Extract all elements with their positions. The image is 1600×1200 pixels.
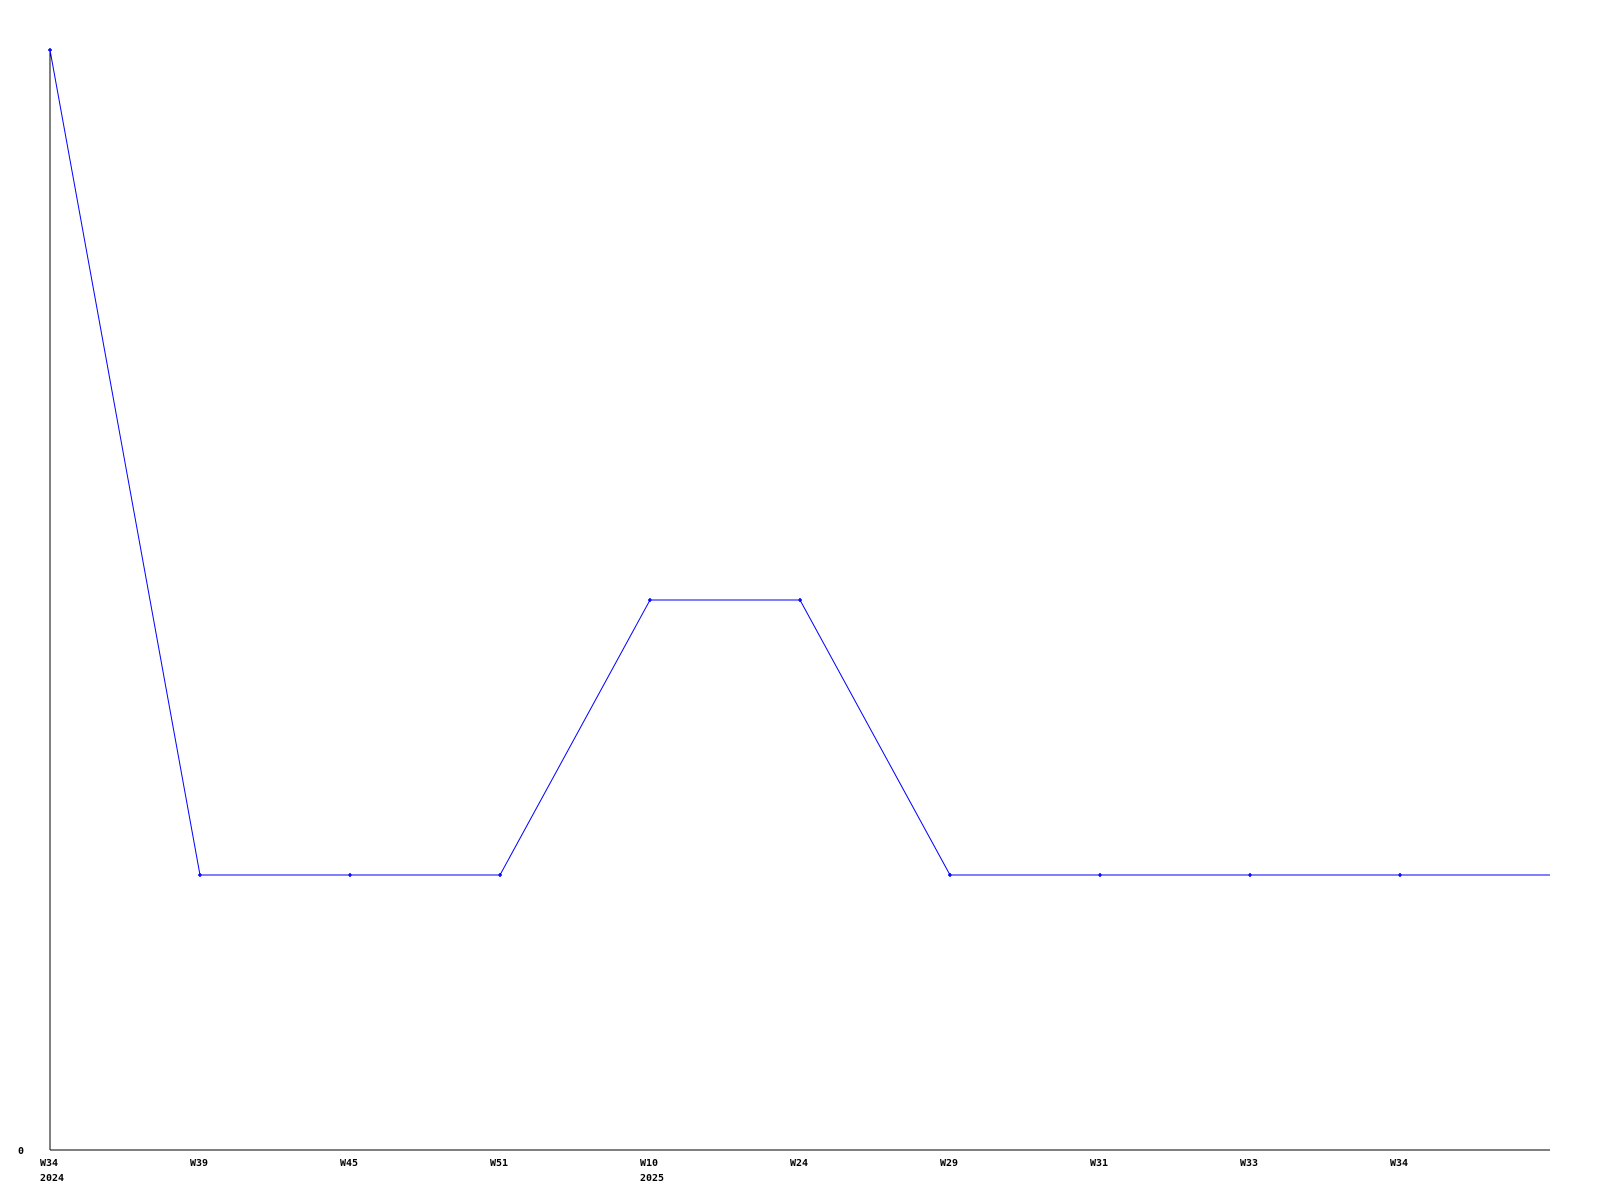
x-tick-year-label: 2025 [640,1173,664,1184]
x-tick-label: W51 [490,1158,508,1169]
x-tick-label: W34 [1390,1158,1408,1169]
x-tick-label: W45 [340,1158,358,1169]
data-point [48,48,52,52]
data-point [1248,873,1252,877]
data-point [348,873,352,877]
data-point [1398,873,1402,877]
x-tick-label: W29 [940,1158,958,1169]
x-tick-label: W33 [1240,1158,1258,1169]
x-tick-label: W10 [640,1158,658,1169]
x-tick-label: W24 [790,1158,808,1169]
series-line-path [49,49,1550,876]
axes [49,50,1550,1151]
x-tick-year-label: 2024 [40,1173,64,1184]
data-point [948,873,952,877]
data-point [648,598,652,602]
data-point [198,873,202,877]
y-tick-label-0: 0 [18,1146,24,1157]
x-tick-label: W31 [1090,1158,1108,1169]
x-tick-label: W34 [40,1158,58,1169]
data-point [1098,873,1102,877]
tick-labels: 0 W34 2024 W39 W45 W51 W10 2025 W24 W29 W31 W33 W34 [18,1146,1408,1184]
data-point [798,598,802,602]
series-line [48,48,1550,877]
x-tick-label: W39 [190,1158,208,1169]
data-point [498,873,502,877]
